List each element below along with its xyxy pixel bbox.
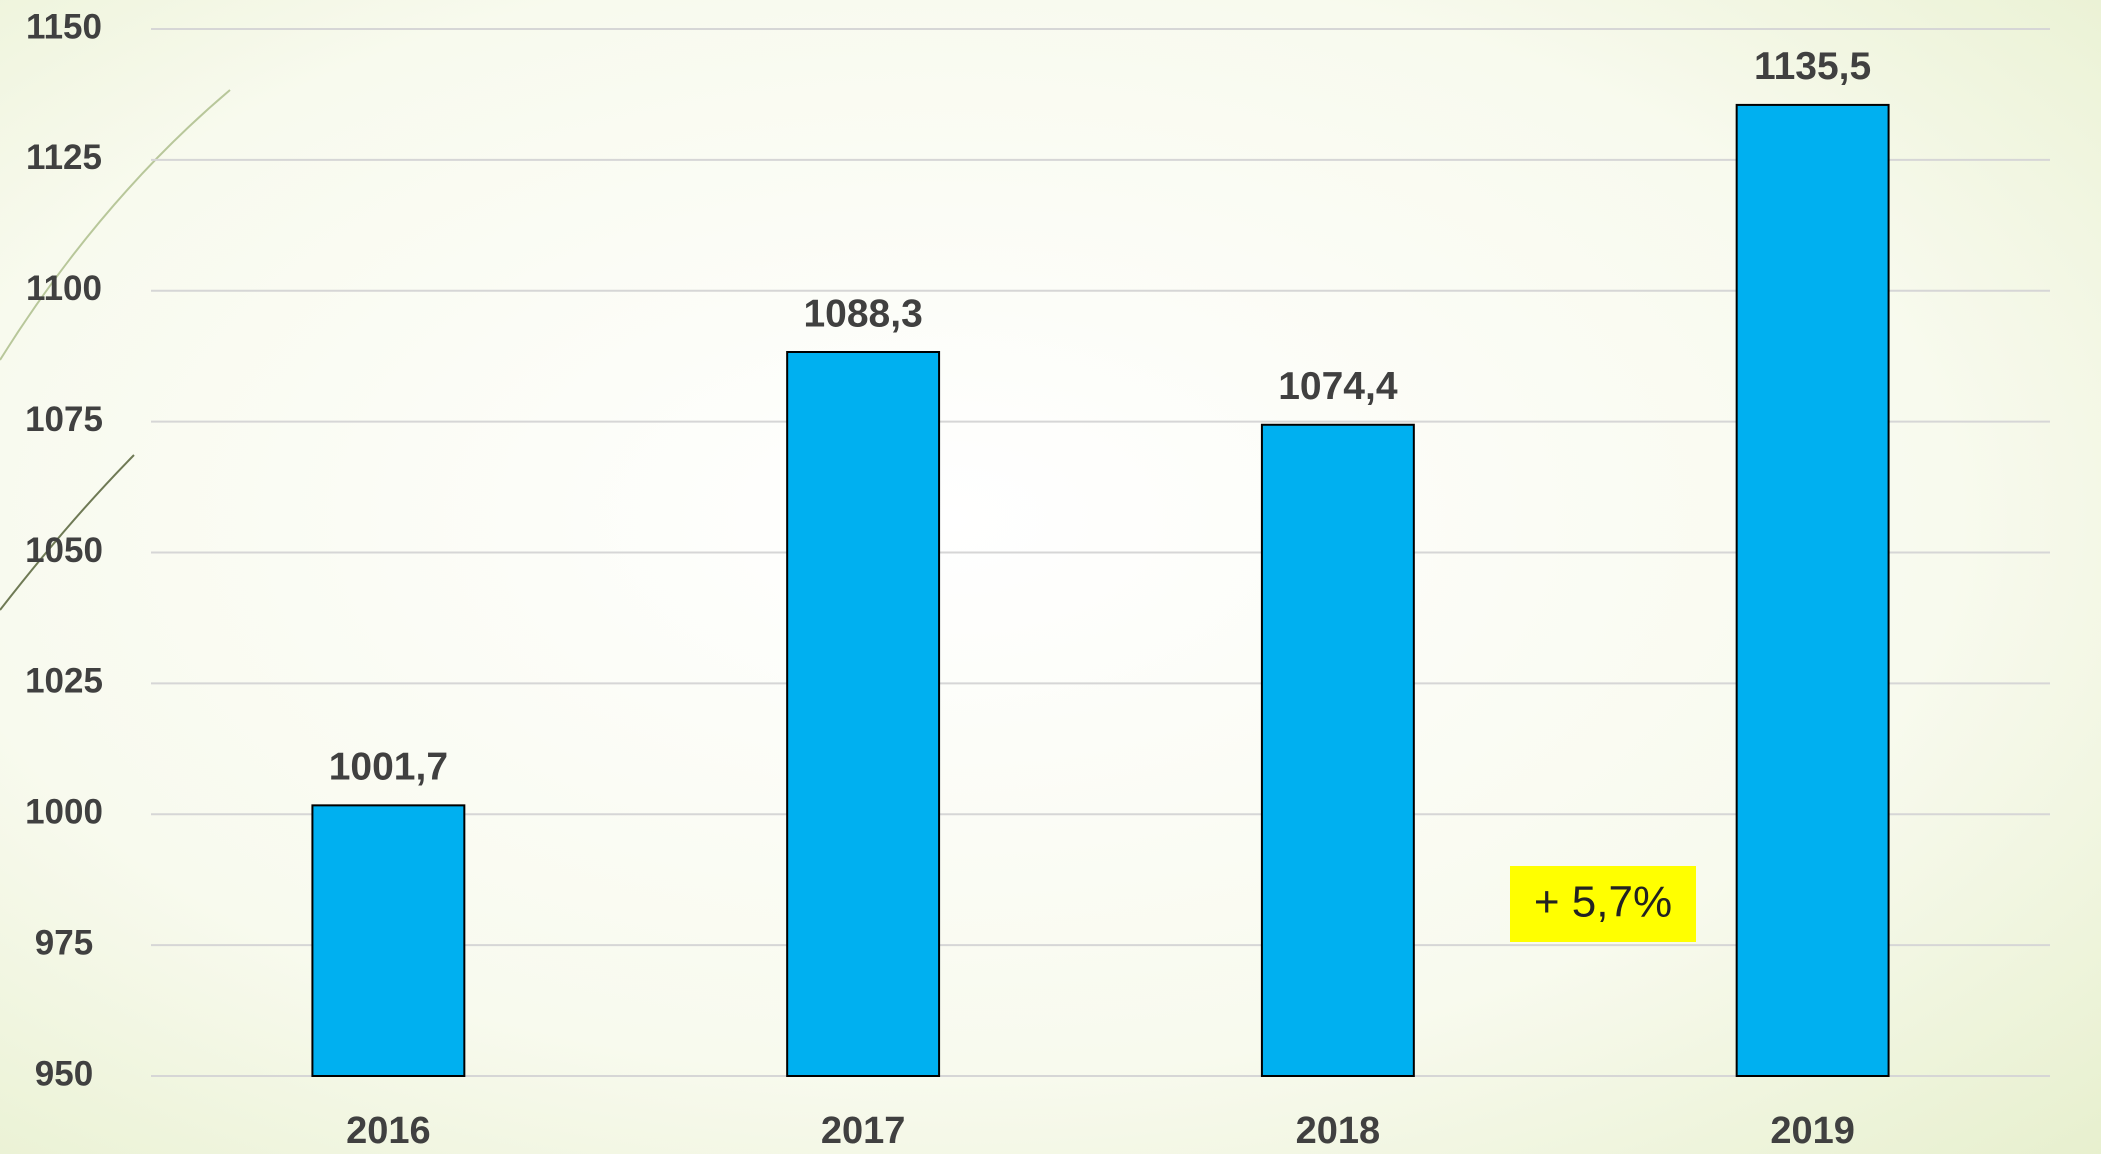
decoration [0, 89, 231, 361]
data-label: 1074,4 [1278, 365, 1398, 408]
bar [311, 804, 466, 1078]
y-tick-label: 1150 [26, 7, 102, 46]
y-tick-label: 1075 [25, 400, 103, 439]
bar [1260, 423, 1415, 1077]
y-tick-label: 1025 [25, 662, 103, 701]
data-label: 1001,7 [329, 746, 448, 789]
x-tick-label: 2018 [1296, 1110, 1381, 1152]
x-tick-label: 2019 [1770, 1110, 1855, 1152]
data-label: 1135,5 [1754, 45, 1871, 88]
y-tick-label: 1125 [26, 138, 102, 177]
y-tick-label: 975 [35, 923, 93, 962]
decoration [0, 454, 135, 611]
y-tick-label: 1000 [25, 793, 103, 832]
x-tick-label: 2016 [346, 1110, 431, 1152]
annotation: + 5,7% [1534, 878, 1672, 927]
bar [786, 350, 941, 1077]
y-tick-label: 1050 [25, 531, 103, 570]
x-tick-label: 2017 [821, 1110, 906, 1152]
annotation-box [1510, 866, 1696, 942]
data-label: 1088,3 [803, 292, 922, 335]
y-tick-label: 950 [35, 1054, 93, 1093]
bar [1735, 103, 1890, 1078]
y-tick-label: 1100 [26, 269, 102, 308]
